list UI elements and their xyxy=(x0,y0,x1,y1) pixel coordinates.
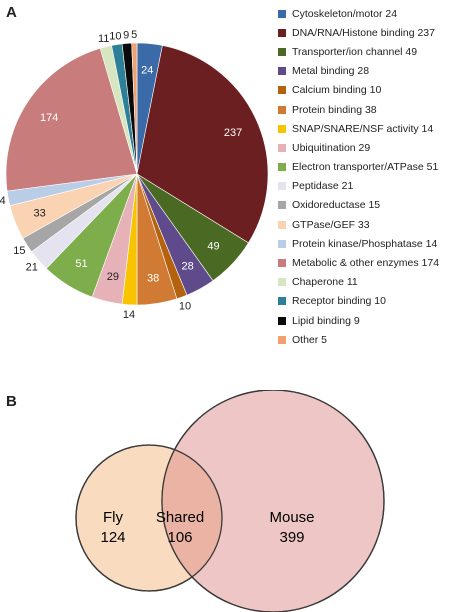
legend-item: Lipid binding 9 xyxy=(278,311,454,330)
legend-swatch xyxy=(278,86,286,95)
pie-data-label: 51 xyxy=(75,258,87,270)
pie-data-label: 33 xyxy=(33,208,45,220)
legend-swatch xyxy=(278,182,286,191)
legend-label: Cytoskeleton/motor 24 xyxy=(292,7,398,20)
panel-a-label: A xyxy=(6,4,17,21)
legend-label: Protein binding 38 xyxy=(292,103,377,116)
legend-label: Receptor binding 10 xyxy=(292,295,386,308)
pie-chart: 242374928103814295121153314174111095 xyxy=(0,29,269,321)
legend-item: Oxidoreductase 15 xyxy=(278,196,454,215)
legend-item: Ubiquitination 29 xyxy=(278,138,454,157)
legend-swatch xyxy=(278,28,286,37)
legend-swatch xyxy=(278,335,286,344)
pie-data-label: 5 xyxy=(131,29,137,41)
legend-label: Protein kinase/Phosphatase 14 xyxy=(292,237,438,250)
legend-item: Calcium binding 10 xyxy=(278,81,454,100)
legend-swatch xyxy=(278,143,286,152)
legend-label: GTPase/GEF 33 xyxy=(292,218,370,231)
legend-label: Oxidoreductase 15 xyxy=(292,199,381,212)
pie-data-label: 28 xyxy=(182,261,194,273)
legend-swatch xyxy=(278,67,286,76)
pie-slice xyxy=(136,45,269,244)
legend-label: SNAP/SNARE/NSF activity 14 xyxy=(292,122,434,135)
legend-item: Metal binding 28 xyxy=(278,62,454,81)
legend-item: Other 5 xyxy=(278,330,454,349)
legend-item: Receptor binding 10 xyxy=(278,292,454,311)
legend-item: Chaperone 11 xyxy=(278,273,454,292)
pie-data-label: 15 xyxy=(13,245,25,257)
pie-data-label: 9 xyxy=(123,29,129,41)
legend-swatch xyxy=(278,259,286,268)
legend-swatch xyxy=(278,297,286,306)
pie-data-label: 237 xyxy=(224,127,242,139)
legend-item: GTPase/GEF 33 xyxy=(278,215,454,234)
shared-count: 106 xyxy=(167,529,192,546)
fly-count: 124 xyxy=(100,529,125,546)
legend-item: Protein binding 38 xyxy=(278,100,454,119)
legend-item: SNAP/SNARE/NSF activity 14 xyxy=(278,119,454,138)
mouse-label: Mouse xyxy=(269,509,314,526)
pie-data-label: 10 xyxy=(109,31,121,43)
pie-data-label: 10 xyxy=(179,301,191,313)
legend-label: Other 5 xyxy=(292,333,328,346)
legend-swatch xyxy=(278,105,286,114)
legend-item: DNA/RNA/Histone binding 237 xyxy=(278,23,454,42)
pie-data-label: 21 xyxy=(26,261,38,273)
shared-label: Shared xyxy=(156,509,204,526)
pie-data-label: 11 xyxy=(98,33,109,45)
legend-item: Metabolic & other enzymes 174 xyxy=(278,253,454,272)
pie-data-label: 29 xyxy=(107,271,119,283)
legend-swatch xyxy=(278,239,286,248)
legend-label: Metal binding 28 xyxy=(292,65,370,78)
legend-label: Peptidase 21 xyxy=(292,180,354,193)
pie-data-label: 174 xyxy=(40,112,58,124)
panel-b-label: B xyxy=(6,393,17,410)
legend-label: DNA/RNA/Histone binding 237 xyxy=(292,26,435,39)
legend-swatch xyxy=(278,201,286,210)
legend-item: Cytoskeleton/motor 24 xyxy=(278,4,454,23)
legend-item: Transporter/ion channel 49 xyxy=(278,42,454,61)
legend-swatch xyxy=(278,220,286,229)
legend-label: Transporter/ion channel 49 xyxy=(292,45,418,58)
legend-label: Lipid binding 9 xyxy=(292,314,360,327)
legend-swatch xyxy=(278,47,286,56)
pie-data-label: 38 xyxy=(147,273,159,285)
legend-label: Calcium binding 10 xyxy=(292,84,382,97)
fly-label: Fly xyxy=(103,509,123,526)
pie-slice xyxy=(131,42,138,175)
pie-slice xyxy=(5,47,138,192)
legend-item: Peptidase 21 xyxy=(278,177,454,196)
legend-swatch xyxy=(278,163,286,172)
venn-diagram: Fly 124 Shared 106 Mouse 399 xyxy=(75,390,385,612)
legend-swatch xyxy=(278,316,286,325)
legend-swatch xyxy=(278,278,286,287)
legend-swatch xyxy=(278,124,286,133)
legend-swatch xyxy=(278,9,286,18)
pie-data-label: 14 xyxy=(0,195,6,207)
pie-data-label: 24 xyxy=(141,65,153,77)
pie-data-label: 14 xyxy=(123,309,135,321)
legend-label: Ubiquitination 29 xyxy=(292,141,371,154)
legend-label: Metabolic & other enzymes 174 xyxy=(292,257,440,270)
pie-data-label: 49 xyxy=(207,241,219,253)
legend-item: Protein kinase/Phosphatase 14 xyxy=(278,234,454,253)
legend-label: Electron transporter/ATPase 51 xyxy=(292,161,439,174)
pie-legend: Cytoskeleton/motor 24 DNA/RNA/Histone bin… xyxy=(278,4,454,349)
legend-label: Chaperone 11 xyxy=(292,276,358,289)
legend-item: Electron transporter/ATPase 51 xyxy=(278,158,454,177)
mouse-count: 399 xyxy=(279,529,304,546)
